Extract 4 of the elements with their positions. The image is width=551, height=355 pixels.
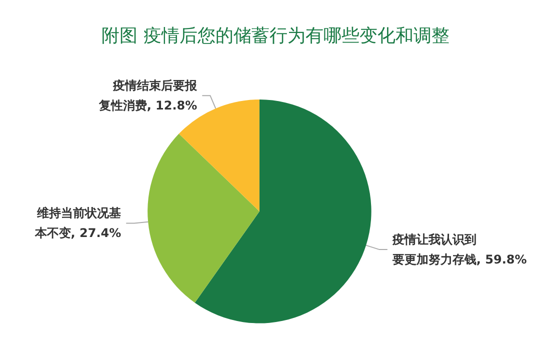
slice-label: 疫情让我认识到要更加努力存钱, 59.8% (391, 232, 527, 267)
slice-label: 疫情结束后要报复性消费, 12.8% (98, 78, 198, 113)
slice-label: 维持当前状况基本不变, 27.4% (34, 206, 122, 240)
chart-title: 附图 疫情后您的储蓄行为有哪些变化和调整 (102, 26, 450, 46)
